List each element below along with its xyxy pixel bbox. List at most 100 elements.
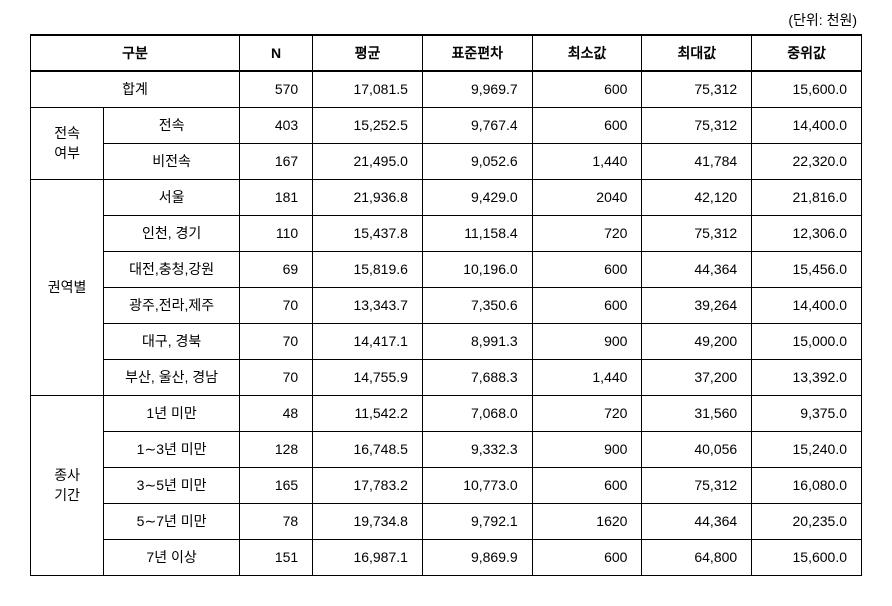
cell-median: 9,375.0 bbox=[752, 395, 862, 431]
cell-min: 2040 bbox=[532, 179, 642, 215]
row-label: 인천, 경기 bbox=[104, 215, 240, 251]
table-row: 광주,전라,제주7013,343.77,350.660039,26414,400… bbox=[31, 287, 862, 323]
cell-min: 900 bbox=[532, 431, 642, 467]
cell-min: 720 bbox=[532, 215, 642, 251]
cell-max: 44,364 bbox=[642, 251, 752, 287]
cell-mean: 14,417.1 bbox=[313, 323, 423, 359]
cell-mean: 16,748.5 bbox=[313, 431, 423, 467]
cell-n: 403 bbox=[240, 107, 313, 143]
cell-max: 75,312 bbox=[642, 107, 752, 143]
table-row: 3∼5년 미만16517,783.210,773.060075,31216,08… bbox=[31, 467, 862, 503]
table-row: 전속여부전속40315,252.59,767.460075,31214,400.… bbox=[31, 107, 862, 143]
cell-n: 181 bbox=[240, 179, 313, 215]
cell-max: 44,364 bbox=[642, 503, 752, 539]
table-row: 종사기간1년 미만4811,542.27,068.072031,5609,375… bbox=[31, 395, 862, 431]
table-row: 권역별서울18121,936.89,429.0204042,12021,816.… bbox=[31, 179, 862, 215]
cell-std: 10,773.0 bbox=[422, 467, 532, 503]
cell-min: 600 bbox=[532, 107, 642, 143]
cell-median: 15,000.0 bbox=[752, 323, 862, 359]
cell-mean: 15,819.6 bbox=[313, 251, 423, 287]
cell-n: 570 bbox=[240, 71, 313, 107]
cell-mean: 17,081.5 bbox=[313, 71, 423, 107]
cell-n: 70 bbox=[240, 287, 313, 323]
group-label: 종사기간 bbox=[31, 395, 104, 575]
table-row: 부산, 울산, 경남7014,755.97,688.31,44037,20013… bbox=[31, 359, 862, 395]
cell-n: 165 bbox=[240, 467, 313, 503]
cell-median: 14,400.0 bbox=[752, 107, 862, 143]
cell-n: 151 bbox=[240, 539, 313, 575]
cell-max: 75,312 bbox=[642, 467, 752, 503]
cell-max: 64,800 bbox=[642, 539, 752, 575]
row-label: 비전속 bbox=[104, 143, 240, 179]
cell-median: 22,320.0 bbox=[752, 143, 862, 179]
table-row: 대구, 경북7014,417.18,991.390049,20015,000.0 bbox=[31, 323, 862, 359]
row-label: 대구, 경북 bbox=[104, 323, 240, 359]
cell-mean: 13,343.7 bbox=[313, 287, 423, 323]
cell-min: 720 bbox=[532, 395, 642, 431]
row-label: 5∼7년 미만 bbox=[104, 503, 240, 539]
cell-mean: 14,755.9 bbox=[313, 359, 423, 395]
cell-max: 31,560 bbox=[642, 395, 752, 431]
cell-std: 10,196.0 bbox=[422, 251, 532, 287]
cell-n: 70 bbox=[240, 359, 313, 395]
row-label: 7년 이상 bbox=[104, 539, 240, 575]
stats-table: 구분 N 평균 표준편차 최소값 최대값 중위값 합계57017,081.59,… bbox=[30, 34, 862, 576]
cell-mean: 11,542.2 bbox=[313, 395, 423, 431]
row-label: 부산, 울산, 경남 bbox=[104, 359, 240, 395]
cell-max: 39,264 bbox=[642, 287, 752, 323]
cell-min: 600 bbox=[532, 71, 642, 107]
cell-std: 11,158.4 bbox=[422, 215, 532, 251]
cell-std: 7,350.6 bbox=[422, 287, 532, 323]
cell-mean: 16,987.1 bbox=[313, 539, 423, 575]
cell-n: 48 bbox=[240, 395, 313, 431]
cell-max: 75,312 bbox=[642, 71, 752, 107]
row-label: 1년 미만 bbox=[104, 395, 240, 431]
header-median: 중위값 bbox=[752, 35, 862, 71]
cell-mean: 21,936.8 bbox=[313, 179, 423, 215]
row-label: 서울 bbox=[104, 179, 240, 215]
cell-n: 128 bbox=[240, 431, 313, 467]
cell-std: 9,792.1 bbox=[422, 503, 532, 539]
header-row: 구분 N 평균 표준편차 최소값 최대값 중위값 bbox=[31, 35, 862, 71]
cell-mean: 17,783.2 bbox=[313, 467, 423, 503]
row-label: 전속 bbox=[104, 107, 240, 143]
cell-n: 78 bbox=[240, 503, 313, 539]
cell-min: 1,440 bbox=[532, 359, 642, 395]
cell-n: 70 bbox=[240, 323, 313, 359]
total-row: 합계57017,081.59,969.760075,31215,600.0 bbox=[31, 71, 862, 107]
cell-max: 40,056 bbox=[642, 431, 752, 467]
cell-max: 41,784 bbox=[642, 143, 752, 179]
cell-median: 15,240.0 bbox=[752, 431, 862, 467]
cell-min: 1,440 bbox=[532, 143, 642, 179]
cell-median: 15,600.0 bbox=[752, 539, 862, 575]
cell-median: 20,235.0 bbox=[752, 503, 862, 539]
header-min: 최소값 bbox=[532, 35, 642, 71]
cell-min: 600 bbox=[532, 287, 642, 323]
table-row: 대전,충청,강원6915,819.610,196.060044,36415,45… bbox=[31, 251, 862, 287]
cell-median: 13,392.0 bbox=[752, 359, 862, 395]
cell-min: 1620 bbox=[532, 503, 642, 539]
cell-max: 42,120 bbox=[642, 179, 752, 215]
row-label: 3∼5년 미만 bbox=[104, 467, 240, 503]
cell-std: 9,429.0 bbox=[422, 179, 532, 215]
header-max: 최대값 bbox=[642, 35, 752, 71]
cell-n: 110 bbox=[240, 215, 313, 251]
row-label: 광주,전라,제주 bbox=[104, 287, 240, 323]
cell-median: 15,600.0 bbox=[752, 71, 862, 107]
row-label: 1∼3년 미만 bbox=[104, 431, 240, 467]
cell-std: 8,991.3 bbox=[422, 323, 532, 359]
cell-std: 9,969.7 bbox=[422, 71, 532, 107]
group-label: 전속여부 bbox=[31, 107, 104, 179]
cell-median: 16,080.0 bbox=[752, 467, 862, 503]
group-label: 권역별 bbox=[31, 179, 104, 395]
cell-mean: 15,437.8 bbox=[313, 215, 423, 251]
total-label: 합계 bbox=[31, 71, 240, 107]
header-category: 구분 bbox=[31, 35, 240, 71]
cell-std: 7,688.3 bbox=[422, 359, 532, 395]
header-n: N bbox=[240, 35, 313, 71]
cell-max: 49,200 bbox=[642, 323, 752, 359]
cell-median: 15,456.0 bbox=[752, 251, 862, 287]
cell-mean: 19,734.8 bbox=[313, 503, 423, 539]
cell-min: 600 bbox=[532, 539, 642, 575]
table-row: 인천, 경기11015,437.811,158.472075,31212,306… bbox=[31, 215, 862, 251]
